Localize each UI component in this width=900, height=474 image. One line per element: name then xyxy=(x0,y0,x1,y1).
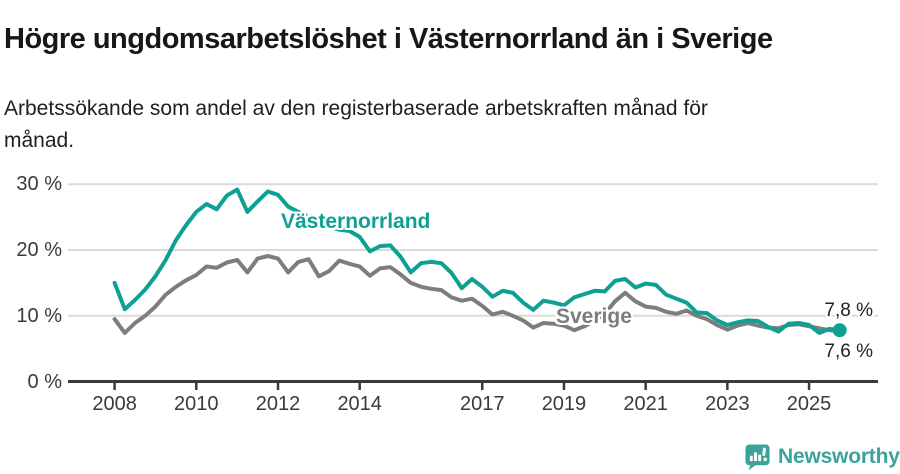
x-tick-label: 2021 xyxy=(623,393,668,415)
gridlines xyxy=(68,183,878,317)
x-axis xyxy=(68,380,878,390)
page-title: Högre ungdomsarbetslöshet i Västernorrla… xyxy=(4,23,773,56)
data-lines xyxy=(112,187,847,338)
x-tick-label: 2017 xyxy=(460,393,505,415)
newsworthy-logo[interactable]: Newsworthy xyxy=(744,443,900,471)
y-tick-label: 0 % xyxy=(27,370,62,393)
x-tick-label: 2019 xyxy=(541,393,587,415)
end-value-sverige: 7,6 % xyxy=(824,341,873,362)
x-tick-label: 2010 xyxy=(174,393,219,415)
chart-subtitle: Arbetssökande som andel av den registerb… xyxy=(4,97,708,152)
y-tick-label: 30 % xyxy=(16,173,62,196)
y-tick-label: 20 % xyxy=(16,239,62,262)
sverige-line xyxy=(112,254,842,335)
newsworthy-bubble-chart-icon xyxy=(745,444,770,471)
series-label-sverige: Sverige xyxy=(556,305,632,328)
series-label-vasternorrland: Västernorrland xyxy=(281,210,431,233)
vsternorrland-line xyxy=(112,187,842,335)
x-tick-label: 2025 xyxy=(786,393,832,415)
x-tick-label: 2008 xyxy=(92,393,137,415)
x-tick-label: 2023 xyxy=(705,393,750,415)
latest-value-dot xyxy=(832,323,847,338)
y-tick-label: 10 % xyxy=(16,304,62,327)
end-value-vasternorrland: 7,8 % xyxy=(824,300,873,321)
x-tick-label: 2014 xyxy=(337,393,382,415)
x-tick-label: 2012 xyxy=(255,393,301,415)
newsworthy-wordmark: Newsworthy xyxy=(778,445,900,468)
